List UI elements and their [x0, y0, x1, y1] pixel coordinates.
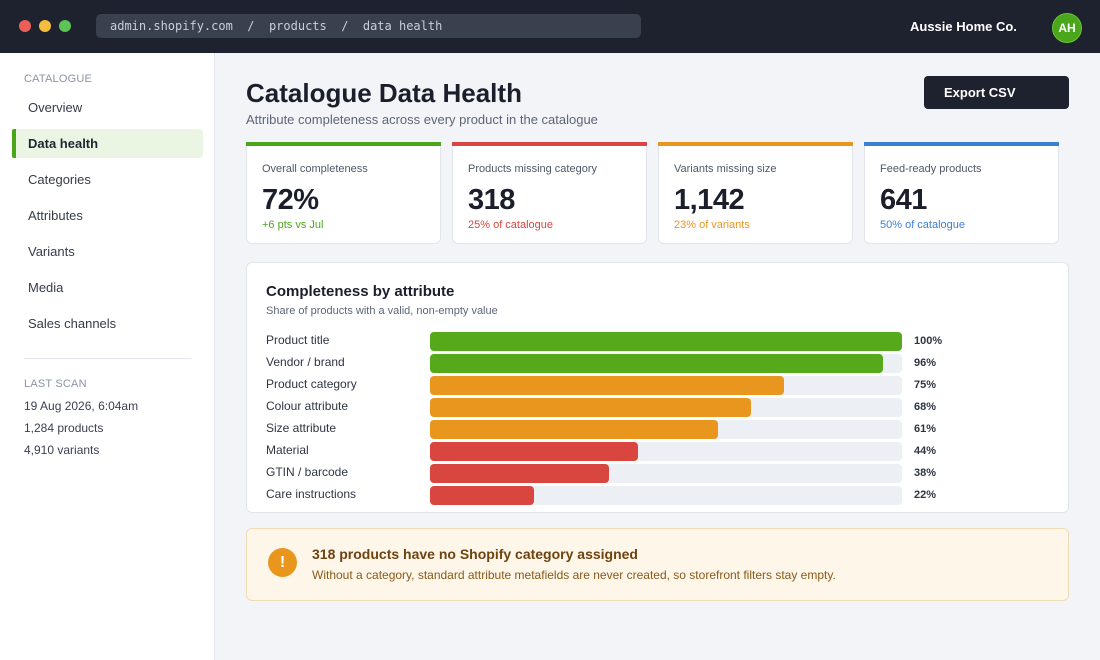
attribute-label: Material — [266, 443, 309, 457]
attribute-label: GTIN / barcode — [266, 465, 349, 479]
attribute-bar-fill — [430, 398, 751, 417]
warning-icon: ! — [268, 548, 297, 577]
address-bar[interactable]: admin.shopify.com / products / data heal… — [96, 14, 641, 38]
stat-card-missing-category: Products missing category 318 25% of cat… — [452, 142, 647, 244]
attribute-bar-fill — [430, 354, 884, 373]
attribute-row: Size attribute 61% — [247, 418, 1068, 440]
attribute-percent: 75% — [914, 379, 937, 391]
sidebar-item-data-health[interactable]: Data health — [12, 129, 203, 158]
stat-accent-bar — [246, 142, 441, 146]
attribute-label: Colour attribute — [266, 399, 349, 413]
attribute-row: Material 44% — [247, 440, 1068, 462]
alert-title: 318 products have no Shopify category as… — [312, 546, 638, 562]
sidebar-item-media[interactable]: Media — [28, 280, 64, 295]
page-subtitle: Attribute completeness across every prod… — [246, 112, 598, 127]
attribute-label: Product title — [266, 333, 330, 347]
attribute-bar-track — [430, 354, 902, 373]
stat-note: 23% of variants — [674, 219, 750, 231]
sidebar: CATALOGUE Overview Data health Categorie… — [0, 53, 215, 660]
completeness-title: Completeness by attribute — [266, 283, 455, 300]
stat-value: 318 — [468, 184, 515, 216]
minimize-window-icon[interactable] — [39, 20, 51, 32]
attribute-row: Product title 100% — [247, 330, 1068, 352]
attribute-percent: 38% — [914, 467, 937, 479]
last-scan-products: 1,284 products — [24, 421, 104, 435]
attribute-bar-track — [430, 442, 902, 461]
attribute-bar-track — [430, 420, 902, 439]
stat-accent-bar — [452, 142, 647, 146]
attribute-bar-fill — [430, 376, 784, 395]
attribute-row: Care instructions 22% — [247, 484, 1068, 506]
sidebar-section-label: CATALOGUE — [24, 73, 93, 85]
sidebar-item-attributes[interactable]: Attributes — [28, 208, 83, 223]
attribute-percent: 68% — [914, 401, 937, 413]
sidebar-item-variants[interactable]: Variants — [28, 244, 75, 259]
stat-label: Products missing category — [468, 163, 597, 175]
alert-body: Without a category, standard attribute m… — [312, 568, 836, 582]
attribute-bar-fill — [430, 332, 902, 351]
sidebar-item-sales-channels[interactable]: Sales channels — [28, 316, 117, 331]
attribute-label: Care instructions — [266, 487, 357, 501]
attribute-row: Product category 75% — [247, 374, 1068, 396]
stat-card-missing-size: Variants missing size 1,142 23% of varia… — [658, 142, 853, 244]
attribute-label: Vendor / brand — [266, 355, 345, 369]
stat-card-overall-completeness: Overall completeness 72% +6 pts vs Jul — [246, 142, 441, 244]
attribute-row: GTIN / barcode 38% — [247, 462, 1068, 484]
stat-value: 72% — [262, 184, 319, 216]
stat-note: +6 pts vs Jul — [262, 219, 324, 231]
last-scan-label: LAST SCAN — [24, 378, 87, 390]
store-name[interactable]: Aussie Home Co. — [910, 19, 1017, 34]
attribute-bar-fill — [430, 420, 718, 439]
stat-note: 50% of catalogue — [880, 219, 966, 231]
stat-accent-bar — [864, 142, 1059, 146]
close-window-icon[interactable] — [19, 20, 31, 32]
browser-top-bar: admin.shopify.com / products / data heal… — [0, 0, 1100, 53]
attribute-bar-track — [430, 332, 902, 351]
stat-label: Feed-ready products — [880, 163, 982, 175]
attribute-row: Colour attribute 68% — [247, 396, 1068, 418]
attribute-percent: 100% — [914, 335, 943, 347]
attribute-bar-fill — [430, 442, 638, 461]
maximize-window-icon[interactable] — [59, 20, 71, 32]
sidebar-divider — [24, 358, 191, 359]
attribute-bar-track — [430, 398, 902, 417]
stat-card-feed-ready: Feed-ready products 641 50% of catalogue — [864, 142, 1059, 244]
attribute-bar-track — [430, 376, 902, 395]
stat-label: Variants missing size — [674, 163, 777, 175]
attribute-percent: 44% — [914, 445, 937, 457]
last-scan-variants: 4,910 variants — [24, 443, 100, 457]
stat-accent-bar — [658, 142, 853, 146]
attribute-bar-track — [430, 486, 902, 505]
completeness-card: Completeness by attribute Share of produ… — [246, 262, 1069, 513]
sidebar-item-categories[interactable]: Categories — [28, 172, 91, 187]
sidebar-item-overview[interactable]: Overview — [28, 100, 83, 115]
stat-label: Overall completeness — [262, 163, 368, 175]
page-title: Catalogue Data Health — [246, 78, 522, 108]
attribute-percent: 61% — [914, 423, 937, 435]
attribute-bar-fill — [430, 464, 610, 483]
attribute-percent: 22% — [914, 489, 937, 501]
attribute-label: Product category — [266, 377, 357, 391]
attribute-bar-fill — [430, 486, 534, 505]
missing-category-alert: ! 318 products have no Shopify category … — [246, 528, 1069, 601]
attribute-label: Size attribute — [266, 421, 337, 435]
stat-note: 25% of catalogue — [468, 219, 554, 231]
completeness-subtitle: Share of products with a valid, non-empt… — [266, 305, 498, 317]
stat-value: 1,142 — [674, 184, 745, 216]
stat-value: 641 — [880, 184, 927, 216]
attribute-bar-track — [430, 464, 902, 483]
last-scan-date: 19 Aug 2026, 6:04am — [24, 399, 139, 413]
export-csv-button[interactable]: Export CSV — [924, 76, 1069, 109]
attribute-row: Vendor / brand 96% — [247, 352, 1068, 374]
avatar[interactable]: AH — [1052, 13, 1082, 43]
attribute-percent: 96% — [914, 357, 937, 369]
